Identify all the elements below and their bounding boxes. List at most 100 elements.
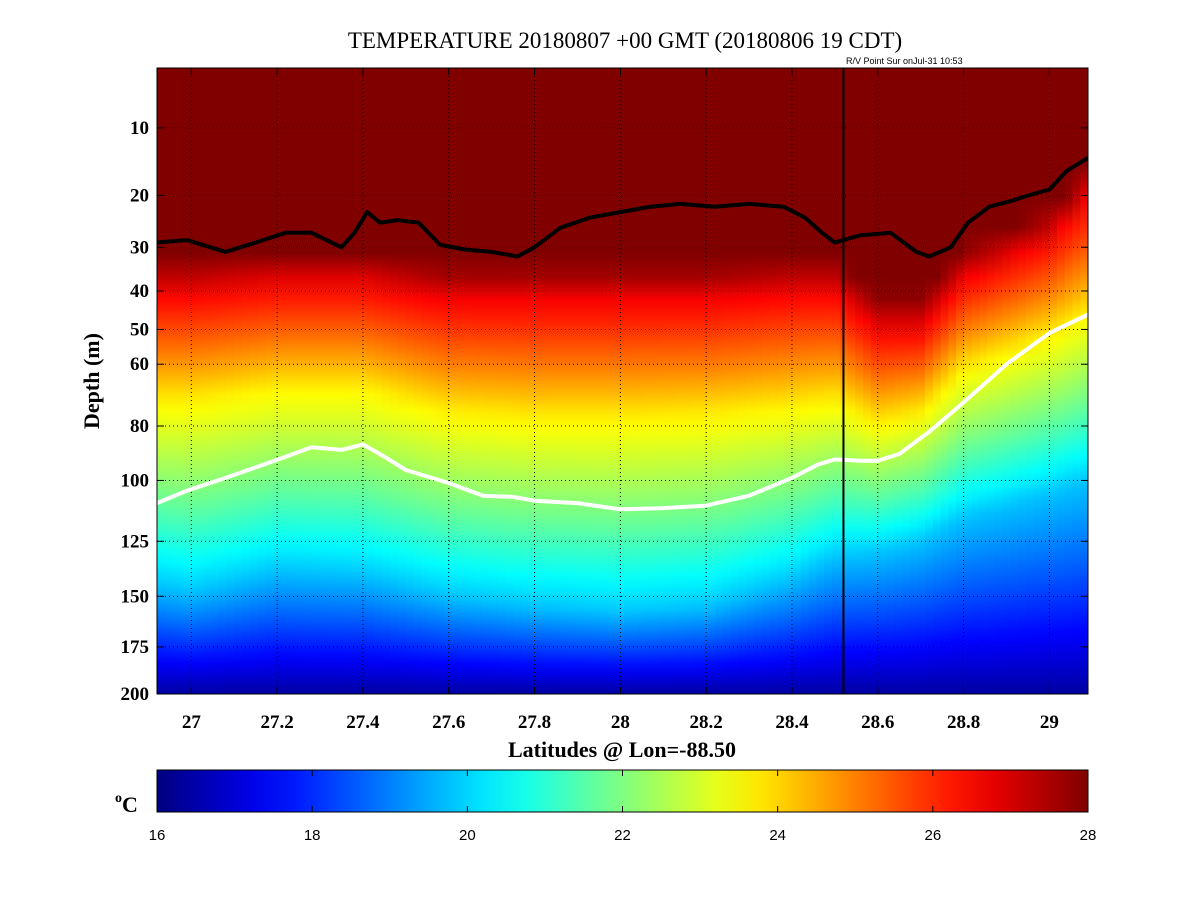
heatmap-cell — [1056, 68, 1066, 694]
heatmap-cell — [312, 68, 321, 694]
heatmap-cell — [335, 68, 344, 694]
heatmap-cell — [350, 68, 360, 694]
colorbar-tick-label: 22 — [614, 827, 631, 844]
heatmap-cell — [265, 68, 274, 694]
heatmap-cell — [630, 68, 639, 694]
y-tick-label: 20 — [130, 185, 149, 206]
heatmap-cell — [413, 68, 422, 694]
heatmap-cell — [661, 68, 670, 694]
heatmap-cell — [731, 68, 740, 694]
heatmap-cell — [917, 68, 926, 694]
heatmap-cell — [894, 68, 903, 694]
plot-frame — [156, 67, 1089, 695]
heatmap-cell — [878, 68, 887, 694]
heatmap-cell — [684, 68, 693, 694]
x-tick-label: 27.6 — [432, 712, 465, 733]
y-tick-label: 200 — [121, 684, 150, 705]
heatmap-cell — [513, 68, 523, 694]
heatmap-cell — [319, 68, 329, 694]
heatmap-cell — [901, 68, 911, 694]
x-tick-label: 27 — [182, 712, 202, 733]
y-tick-label: 50 — [130, 319, 149, 340]
colorbar-unit-label: oC — [115, 791, 138, 817]
heatmap-cell — [552, 68, 562, 694]
heatmap-cell — [288, 68, 298, 694]
y-axis-label: Depth (m) — [79, 333, 104, 429]
heatmap-cell — [979, 68, 988, 694]
heatmap-cell — [956, 68, 965, 694]
heatmap-cell — [506, 68, 515, 694]
heatmap-cell — [257, 68, 267, 694]
heatmap-cell — [870, 68, 880, 694]
heatmap-cell — [366, 68, 375, 694]
y-tick-label: 30 — [130, 237, 149, 258]
heatmap-cell — [963, 68, 973, 694]
heatmap-cell — [940, 68, 949, 694]
heatmap-cell — [327, 68, 337, 694]
heatmap-cell — [831, 68, 841, 694]
heatmap-cell — [436, 68, 445, 694]
heatmap-cell — [234, 68, 243, 694]
heatmap-cell — [568, 68, 577, 694]
heatmap-cell — [529, 68, 538, 694]
heatmap-cell — [1025, 68, 1035, 694]
y-tick-label: 60 — [130, 354, 149, 375]
heatmap-cell — [575, 68, 585, 694]
heatmap-cell — [824, 68, 833, 694]
x-tick-label: 27.2 — [261, 712, 294, 733]
heatmap-cell — [622, 68, 631, 694]
y-tick-label: 125 — [121, 531, 150, 552]
heatmap-cell — [746, 68, 755, 694]
heatmap-cell — [172, 68, 181, 694]
heatmap-cell — [1064, 68, 1074, 694]
y-axis-ticks: 10 20 30 40 50 60 80 100 125 150 175 200 — [121, 118, 1088, 705]
heatmap-cell — [583, 68, 593, 694]
heatmap-cell — [1049, 68, 1058, 694]
heatmap-cell — [1041, 68, 1050, 694]
heatmap-cell — [444, 68, 453, 694]
heatmap-cell — [785, 68, 794, 694]
heatmap-cell — [381, 68, 391, 694]
heatmap-cell — [374, 68, 383, 694]
chart-subnote: R/V Point Sur onJul-31 10:53 — [846, 56, 963, 66]
colorbar-tick-label: 28 — [1080, 827, 1097, 844]
heatmap-cell — [537, 68, 546, 694]
heatmap-cell — [971, 68, 980, 694]
temperature-heatmap — [157, 68, 1088, 694]
heatmap-cell — [614, 68, 624, 694]
heatmap-cell — [389, 68, 399, 694]
heatmap-cell — [157, 68, 166, 694]
y-tick-label: 150 — [121, 586, 150, 607]
heatmap-cell — [211, 68, 220, 694]
heatmap-cell — [925, 68, 934, 694]
colorbar-tick-label: 24 — [769, 827, 786, 844]
y-tick-label: 80 — [130, 416, 149, 437]
heatmap-cell — [645, 68, 655, 694]
x-axis-ticks: 27 27.2 27.4 27.6 27.8 28 28.2 28.4 28.6 28.8 29 — [182, 68, 1059, 733]
chart-title: TEMPERATURE 20180807 +00 GMT (20180806 1… — [348, 28, 902, 53]
heatmap-cell — [1080, 68, 1088, 694]
colorbar-ticks: 16 18 20 22 24 26 28 — [149, 770, 1097, 844]
colorbar — [156, 769, 1089, 813]
heatmap-cell — [250, 68, 259, 694]
heatmap-cell — [847, 68, 856, 694]
heatmap-cell — [932, 68, 942, 694]
heatmap-cell — [754, 68, 763, 694]
heatmap-cell — [560, 68, 569, 694]
contour-line-2 — [157, 312, 1088, 512]
heatmap-cell — [281, 68, 290, 694]
heatmap-cell — [428, 68, 437, 694]
heatmap-cell — [863, 68, 872, 694]
heatmap-cell — [948, 68, 957, 694]
y-tick-label: 40 — [130, 281, 149, 302]
heatmap-cell — [475, 68, 484, 694]
heatmap-cell — [164, 68, 174, 694]
heatmap-cell — [669, 68, 678, 694]
heatmap-cell — [715, 68, 724, 694]
y-tick-label: 10 — [130, 118, 149, 139]
heatmap-cell — [467, 68, 476, 694]
heatmap-cell — [219, 68, 228, 694]
heatmap-cell — [1033, 68, 1043, 694]
heatmap-cell — [676, 68, 686, 694]
